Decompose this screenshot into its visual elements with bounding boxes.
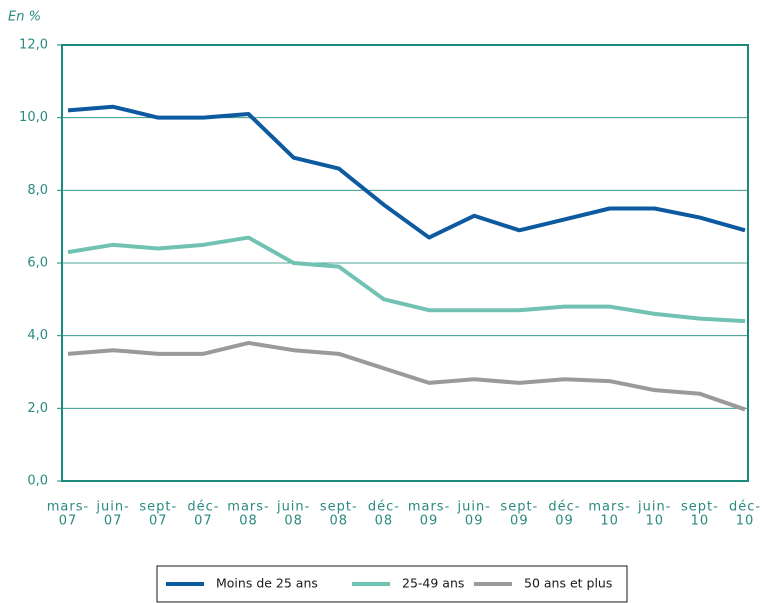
legend-text: Moins de 25 ans: [216, 576, 318, 591]
x-tick-label: mars-: [227, 500, 269, 515]
y-tick-label: 10,0: [19, 110, 48, 125]
x-tick-label: déc-: [729, 500, 761, 515]
x-tick-label: juin-: [637, 500, 671, 515]
x-tick-label: juin-: [95, 500, 129, 515]
x-tick-label: sept-: [139, 500, 177, 515]
x-tick-label: déc-: [368, 500, 400, 515]
x-tick-label: 07: [194, 514, 213, 529]
y-tick-label: 4,0: [27, 328, 48, 343]
x-tick-label: 07: [104, 514, 123, 529]
plot-frame: [61, 44, 749, 482]
line-series: [67, 340, 746, 412]
x-tick-label: 10: [736, 514, 755, 529]
x-tick-label: 09: [420, 514, 439, 529]
x-tick-label: juin-: [276, 500, 310, 515]
line-series: [67, 235, 746, 324]
line-series: [67, 104, 746, 240]
x-tick-label: 09: [555, 514, 574, 529]
x-tick-label: mars-: [588, 500, 630, 515]
x-tick-label: sept-: [320, 500, 358, 515]
x-tick-label: juin-: [456, 500, 490, 515]
x-tick-label: 10: [600, 514, 619, 529]
x-tick-label: 09: [510, 514, 529, 529]
x-tick-label: mars-: [408, 500, 450, 515]
x-tick-label: 08: [284, 514, 303, 529]
x-tick-label: déc-: [548, 500, 580, 515]
x-tick-label: sept-: [500, 500, 538, 515]
legend-box: [156, 565, 628, 603]
x-tick-label: déc-: [187, 500, 219, 515]
x-tick-label: 08: [375, 514, 394, 529]
legend-text: 25-49 ans: [402, 576, 464, 591]
y-unit-label: En %: [8, 10, 41, 25]
x-tick-label: 07: [59, 514, 78, 529]
y-tick-label: 2,0: [27, 401, 48, 416]
x-tick-label: 10: [645, 514, 664, 529]
x-tick-label: 08: [330, 514, 349, 529]
x-tick-label: 07: [149, 514, 168, 529]
x-tick-label: mars-: [47, 500, 89, 515]
y-tick-label: 0,0: [27, 474, 48, 489]
x-tick-label: 08: [239, 514, 258, 529]
x-tick-label: 09: [465, 514, 484, 529]
y-tick-label: 6,0: [27, 256, 48, 271]
x-tick-label: sept-: [681, 500, 719, 515]
x-tick-label: 10: [691, 514, 710, 529]
y-tick-label: 8,0: [27, 183, 48, 198]
legend-text: 50 ans et plus: [524, 576, 612, 591]
y-tick-label: 12,0: [19, 38, 48, 53]
